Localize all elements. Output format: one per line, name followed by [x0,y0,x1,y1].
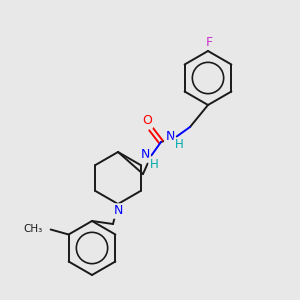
Text: N: N [140,148,150,161]
Text: CH₃: CH₃ [23,224,43,233]
Text: O: O [142,115,152,128]
Text: F: F [206,35,213,49]
Text: N: N [165,130,175,142]
Text: N: N [113,205,123,218]
Text: H: H [150,158,158,170]
Text: H: H [175,139,183,152]
